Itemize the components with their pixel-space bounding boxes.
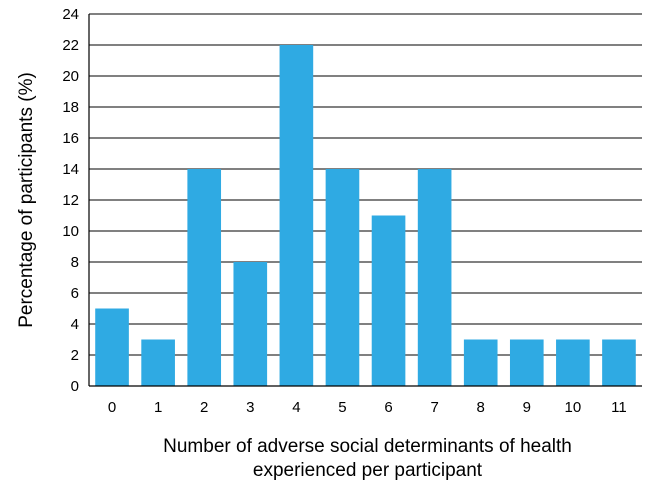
y-tick-label: 20	[62, 68, 79, 85]
bar-1	[141, 339, 175, 386]
bar-0	[95, 308, 129, 386]
y-tick-label: 8	[71, 254, 79, 271]
axes	[88, 14, 642, 387]
y-tick-label: 0	[71, 378, 79, 395]
x-tick-label: 9	[523, 399, 531, 416]
y-axis-title: Percentage of participants (%)	[16, 72, 37, 328]
x-tick-label: 10	[565, 399, 582, 416]
x-tick-label: 6	[384, 399, 392, 416]
y-tick-label: 10	[62, 223, 79, 240]
bar-10	[556, 339, 590, 386]
x-tick-label: 3	[246, 399, 254, 416]
x-tick-label: 4	[292, 399, 300, 416]
x-tick-label: 8	[477, 399, 485, 416]
x-tick-label: 0	[108, 399, 116, 416]
bar-9	[509, 339, 544, 386]
y-tick-label: 6	[71, 285, 79, 302]
y-tick-label: 18	[62, 99, 79, 116]
x-axis-title-line-1: Number of adverse social determinants of…	[163, 436, 572, 457]
x-tick-labels: 0 1 2 3 4 5 6 7 8 9 10 11	[108, 399, 627, 416]
bar-3	[233, 262, 268, 386]
y-tick-label: 16	[62, 130, 79, 147]
bar-7	[417, 169, 452, 386]
x-tick-label: 5	[338, 399, 346, 416]
bar-4	[279, 45, 314, 386]
bar-5	[325, 169, 360, 386]
bar-8	[463, 339, 498, 386]
y-tick-label: 4	[71, 316, 79, 333]
bars	[95, 45, 636, 386]
x-tick-label: 1	[154, 399, 162, 416]
y-tick-label: 14	[62, 161, 79, 178]
x-tick-label: 11	[611, 399, 627, 416]
bar-2	[187, 169, 222, 386]
x-tick-label: 7	[430, 399, 438, 416]
bar-11	[602, 339, 636, 386]
y-tick-label: 22	[62, 37, 79, 54]
y-tick-label: 2	[71, 347, 79, 364]
gridlines	[89, 13, 642, 356]
y-tick-label: 12	[62, 192, 79, 209]
bar-6	[371, 215, 406, 386]
x-axis-title-line-2: experienced per participant	[253, 460, 483, 481]
x-tick-label: 2	[200, 399, 208, 416]
y-tick-label: 24	[62, 6, 79, 23]
